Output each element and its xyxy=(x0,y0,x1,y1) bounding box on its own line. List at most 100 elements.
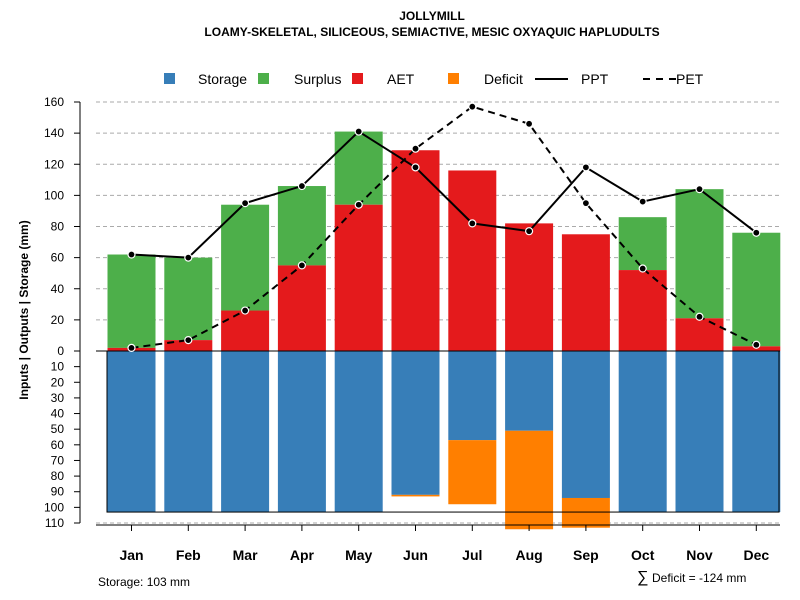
x-tick-label: Jul xyxy=(462,547,482,563)
ppt-line xyxy=(131,130,757,259)
deficit-note: Deficit = -124 mm xyxy=(652,571,746,585)
legend-label-surplus: Surplus xyxy=(294,71,341,87)
x-tick-label: May xyxy=(345,547,372,563)
axes: 1601401201008060402001020304050607080901… xyxy=(44,95,780,563)
aet-bar xyxy=(675,318,724,351)
legend-label-aet: AET xyxy=(387,71,415,87)
chart-subtitle: LOAMY-SKELETAL, SILICEOUS, SEMIACTIVE, M… xyxy=(204,25,659,39)
ppt-point xyxy=(638,197,647,206)
surplus-bar xyxy=(618,217,667,271)
x-tick-label: Jan xyxy=(119,547,143,563)
surplus-bar xyxy=(277,186,326,266)
storage-bar xyxy=(561,351,610,498)
y-tick-label: 160 xyxy=(44,95,64,109)
pet-line xyxy=(131,105,757,349)
surplus-bar xyxy=(221,204,270,311)
aet-bar xyxy=(334,204,383,351)
y-tick-label: 30 xyxy=(51,391,65,405)
storage-bar xyxy=(505,351,554,431)
aet-bar xyxy=(448,170,497,351)
y-tick-label: 40 xyxy=(51,282,65,296)
y-tick-label: 60 xyxy=(51,251,65,265)
y-tick-label: 50 xyxy=(51,422,65,436)
ppt-point xyxy=(354,127,363,136)
pet-point xyxy=(184,336,193,345)
pet-point xyxy=(241,306,250,315)
ppt-point xyxy=(581,163,591,172)
y-tick-label: 110 xyxy=(45,516,64,530)
pet-point xyxy=(127,343,136,352)
x-tick-label: Oct xyxy=(631,547,655,563)
aet-bar xyxy=(391,150,440,351)
legend-label-ppt: PPT xyxy=(581,71,609,87)
y-tick-label: 100 xyxy=(44,500,64,514)
pet-point xyxy=(468,102,477,111)
y-tick-label: 0 xyxy=(57,344,64,358)
ppt-point xyxy=(695,185,704,194)
pet-point xyxy=(752,340,761,349)
storage-bar xyxy=(675,351,724,513)
ppt-point xyxy=(524,227,534,236)
sum-symbol: ∑ xyxy=(637,569,648,586)
y-axis-label: Inputs | Outputs | Storage (mm) xyxy=(17,220,31,399)
legend: Storage Surplus AET Deficit PPT PET xyxy=(164,71,704,87)
x-tick-label: Sep xyxy=(573,547,599,563)
storage-bar xyxy=(618,351,667,513)
storage-bar xyxy=(391,351,440,495)
storage-bar xyxy=(277,351,326,513)
y-tick-label: 10 xyxy=(51,360,65,374)
ppt-point xyxy=(241,199,250,208)
ppt-point xyxy=(752,228,761,237)
ppt-point xyxy=(411,163,420,172)
storage-bar xyxy=(334,351,383,513)
y-tick-label: 20 xyxy=(51,375,65,389)
legend-swatch-surplus xyxy=(258,73,269,84)
pet-point xyxy=(581,199,591,208)
surplus-bar xyxy=(334,131,383,205)
y-tick-label: 80 xyxy=(51,469,65,483)
legend-swatch-aet xyxy=(352,73,363,84)
x-tick-label: Jun xyxy=(403,547,428,563)
y-tick-label: 140 xyxy=(44,126,64,140)
x-tick-label: Apr xyxy=(290,547,315,563)
bars xyxy=(96,131,781,530)
ppt-point xyxy=(297,181,306,191)
legend-label-storage: Storage xyxy=(198,71,247,87)
pet-point xyxy=(524,119,534,128)
surplus-bar xyxy=(107,254,156,348)
storage-bar xyxy=(732,351,781,513)
x-tick-label: Dec xyxy=(743,547,769,563)
y-tick-label: 70 xyxy=(51,453,65,467)
surplus-bar xyxy=(732,232,781,347)
deficit-bar xyxy=(561,497,610,528)
chart-title: JOLLYMILL xyxy=(399,9,465,23)
aet-bar xyxy=(164,340,213,351)
legend-swatch-storage xyxy=(164,73,175,84)
y-tick-label: 120 xyxy=(44,157,64,171)
y-tick-label: 90 xyxy=(51,485,65,499)
ppt-point xyxy=(127,250,136,259)
pet-point xyxy=(695,312,704,321)
legend-label-pet: PET xyxy=(676,71,704,87)
y-tick-label: 20 xyxy=(51,313,65,327)
x-tick-label: Feb xyxy=(176,547,201,563)
storage-bar xyxy=(107,351,156,513)
y-tick-label: 60 xyxy=(51,438,65,452)
deficit-bar xyxy=(448,440,497,505)
y-tick-label: 80 xyxy=(51,220,65,234)
x-tick-label: Aug xyxy=(515,547,542,563)
legend-label-deficit: Deficit xyxy=(484,71,523,87)
series-lines xyxy=(127,102,761,352)
deficit-bar xyxy=(391,494,440,497)
ppt-point xyxy=(468,219,477,228)
pet-point xyxy=(638,264,647,273)
y-tick-label: 40 xyxy=(51,407,65,421)
aet-bar xyxy=(277,265,326,351)
legend-swatch-deficit xyxy=(448,73,459,84)
pet-point xyxy=(297,261,306,270)
ppt-point xyxy=(184,253,193,262)
x-tick-label: Mar xyxy=(233,547,258,563)
aet-bar xyxy=(221,310,270,351)
pet-point xyxy=(411,144,420,153)
